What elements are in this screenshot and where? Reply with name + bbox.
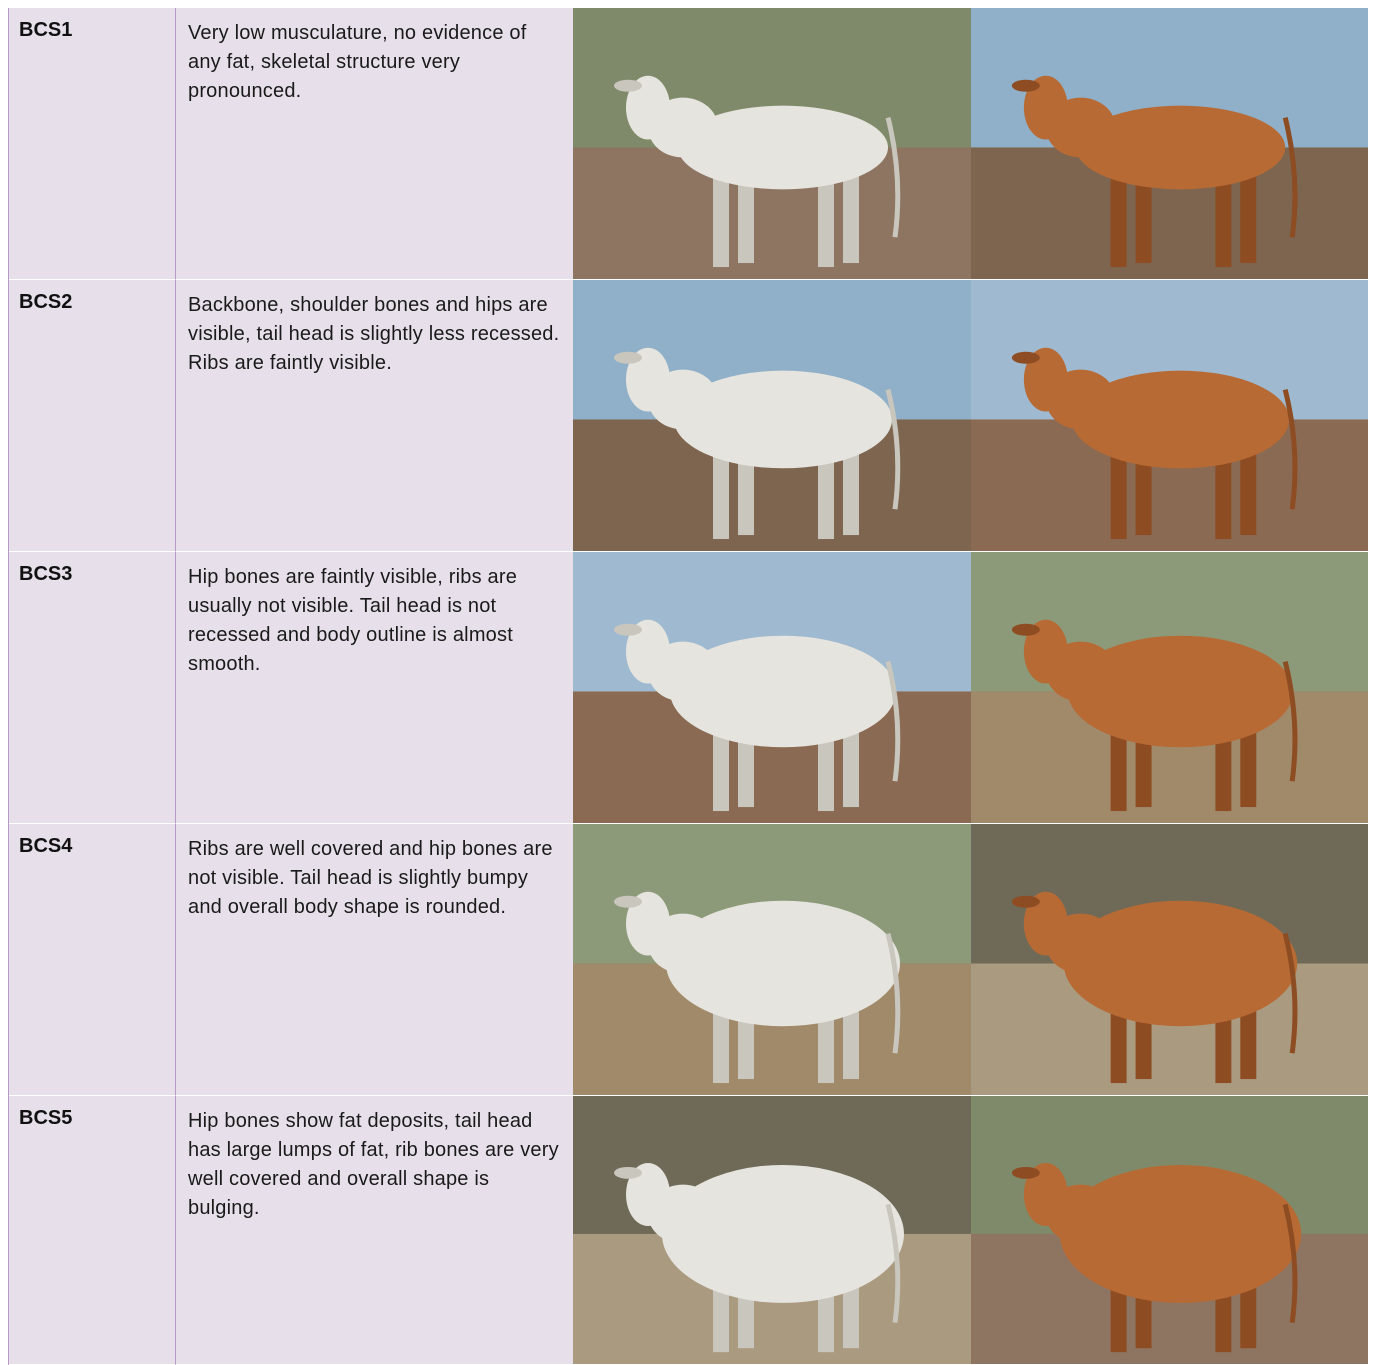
cattle-photo: [573, 552, 971, 824]
bcs-label: BCS3: [9, 552, 176, 824]
photo-cow-body: [1067, 635, 1294, 748]
photo-cow-leg: [1240, 157, 1257, 264]
cattle-photo-image: [573, 280, 971, 551]
photo-cow-body: [678, 105, 888, 190]
photo-cow-head: [1023, 619, 1068, 684]
bcs-description: Backbone, shoulder bones and hips are vi…: [176, 280, 573, 552]
bcs-label: BCS2: [9, 280, 176, 552]
cattle-photo: [573, 280, 971, 552]
photo-cow-tail: [1282, 116, 1298, 238]
cattle-photo: [971, 8, 1368, 280]
cattle-photo-image: [971, 824, 1368, 1095]
bcs-table: BCS1 Very low musculature, no evidence of…: [8, 8, 1368, 1365]
cattle-photo-image: [971, 8, 1368, 279]
photo-cow-leg: [843, 157, 859, 264]
photo-cow-ear: [1011, 895, 1040, 908]
photo-cow-body: [1059, 1164, 1302, 1303]
photo-cow-tail: [885, 388, 901, 510]
photo-cow-ear: [614, 79, 642, 92]
photo-cow-head: [1023, 891, 1068, 956]
cattle-photo: [971, 280, 1368, 552]
photo-cow-body: [662, 1164, 904, 1303]
photo-cow-head: [1023, 75, 1068, 140]
bcs-description: Ribs are well covered and hip bones are …: [176, 824, 573, 1096]
photo-cow-body: [1071, 370, 1290, 469]
bcs-description: Hip bones show fat deposits, tail head h…: [176, 1096, 573, 1365]
bcs-description: Hip bones are faintly visible, ribs are …: [176, 552, 573, 824]
photo-cow-ear: [1011, 79, 1040, 92]
bcs-label: BCS5: [9, 1096, 176, 1365]
photo-cow-leg: [713, 157, 729, 268]
cattle-photo-image: [573, 824, 971, 1095]
photo-cow-ear: [614, 623, 642, 636]
photo-cow-tail: [1282, 1203, 1298, 1323]
cattle-photo-image: [971, 280, 1368, 551]
photo-cow-ear: [1011, 1166, 1040, 1179]
photo-cow-tail: [1282, 660, 1298, 782]
cattle-photo-image: [971, 1096, 1368, 1364]
cattle-photo-image: [573, 1096, 971, 1364]
cattle-photo: [971, 824, 1368, 1096]
cattle-photo: [971, 1096, 1368, 1365]
photo-cow-body: [674, 370, 892, 469]
photo-cow-body: [1075, 105, 1286, 190]
photo-cow-head: [626, 619, 670, 684]
cattle-photo-image: [971, 552, 1368, 823]
bcs-label: BCS1: [9, 8, 176, 280]
photo-cow-body: [670, 635, 896, 748]
bcs-label: BCS4: [9, 824, 176, 1096]
cattle-photo: [573, 824, 971, 1096]
photo-cow-tail: [885, 660, 901, 782]
photo-cow-ear: [1011, 351, 1040, 364]
cattle-photo: [971, 552, 1368, 824]
photo-cow-tail: [1282, 388, 1298, 510]
photo-cow-body: [666, 900, 900, 1027]
bcs-description: Very low musculature, no evidence of any…: [176, 8, 573, 280]
photo-cow-leg: [1110, 157, 1127, 268]
photo-cow-head: [1023, 347, 1068, 412]
photo-cow-head: [626, 1163, 670, 1227]
photo-cow-tail: [885, 932, 901, 1054]
cattle-photo-image: [573, 552, 971, 823]
cattle-photo: [573, 8, 971, 280]
photo-cow-head: [626, 891, 670, 956]
photo-cow-head: [626, 347, 670, 412]
photo-cow-tail: [885, 116, 901, 238]
photo-cow-ear: [614, 895, 642, 908]
photo-cow-head: [1023, 1163, 1068, 1227]
photo-cow-ear: [614, 1166, 642, 1179]
cattle-photo: [573, 1096, 971, 1365]
photo-cow-ear: [1011, 623, 1040, 636]
photo-cow-ear: [614, 351, 642, 364]
photo-cow-head: [626, 75, 670, 140]
cattle-photo-image: [573, 8, 971, 279]
photo-cow-tail: [1282, 932, 1298, 1054]
photo-cow-body: [1063, 900, 1298, 1027]
photo-cow-tail: [885, 1203, 901, 1323]
